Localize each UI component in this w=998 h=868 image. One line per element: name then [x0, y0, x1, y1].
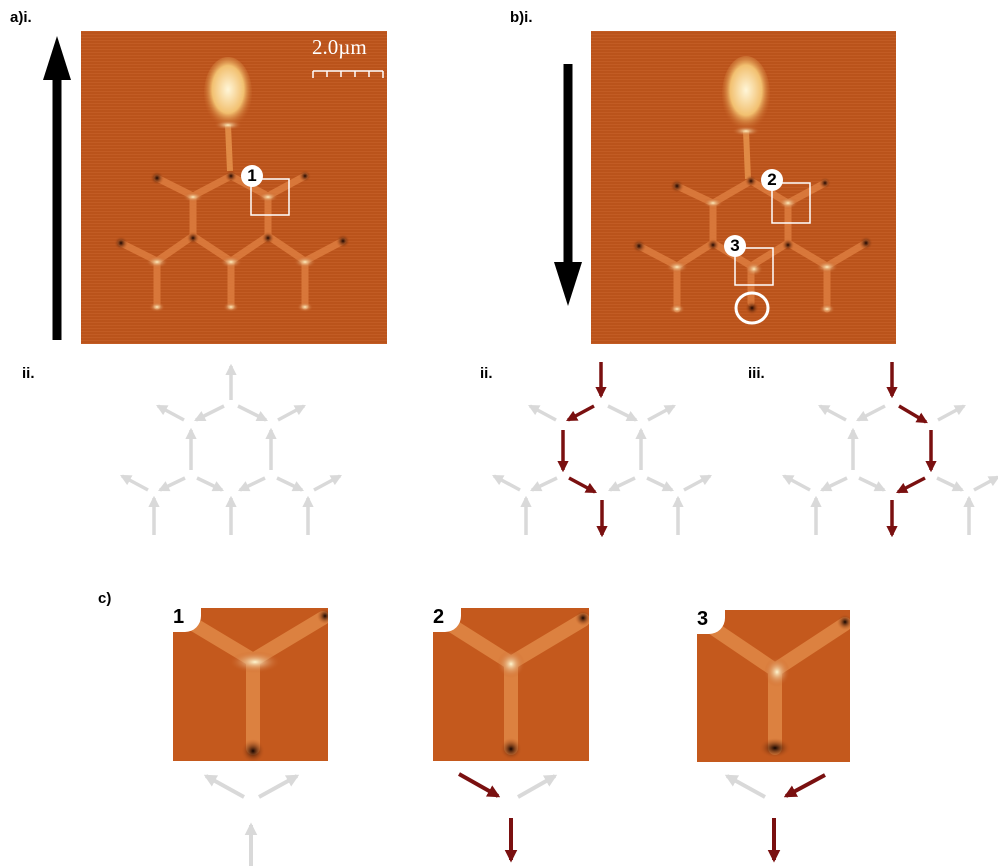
label-c: c)	[98, 590, 112, 607]
crop-2: 2	[433, 608, 589, 761]
crop-1: 1	[173, 608, 328, 761]
afm-image-b: 2 3	[591, 31, 896, 344]
crop-3: 3	[697, 610, 850, 762]
field-arrow-up-icon	[43, 36, 71, 340]
marker-label-3: 3	[724, 235, 746, 257]
label-b-ii: ii.	[480, 365, 493, 382]
marker-label-1: 1	[241, 165, 263, 187]
diagram-b-ii	[492, 362, 712, 538]
diagram-a-ii	[120, 363, 342, 535]
afm-image-b-content	[632, 56, 873, 325]
label-b-i: b)i.	[510, 9, 533, 26]
afm-image-a: 2.0µm 1	[81, 31, 387, 344]
diagram-b-iii	[782, 362, 998, 538]
marker-circle	[734, 291, 770, 325]
marker-box-2	[771, 182, 811, 224]
scale-bar-label: 2.0µm	[312, 35, 367, 59]
marker-box-1	[250, 178, 290, 216]
diagram-c-1	[203, 774, 300, 866]
diagram-c-3	[724, 773, 826, 863]
marker-label-2: 2	[761, 169, 783, 191]
afm-image-a-content	[114, 57, 384, 312]
label-a-ii: ii.	[22, 365, 35, 382]
label-a-i: a)i.	[10, 9, 32, 26]
scale-bar	[312, 70, 384, 78]
field-arrow-down-icon	[554, 64, 582, 306]
label-b-iii: iii.	[748, 365, 765, 382]
marker-box-3	[734, 247, 774, 286]
diagram-c-2	[458, 772, 558, 863]
